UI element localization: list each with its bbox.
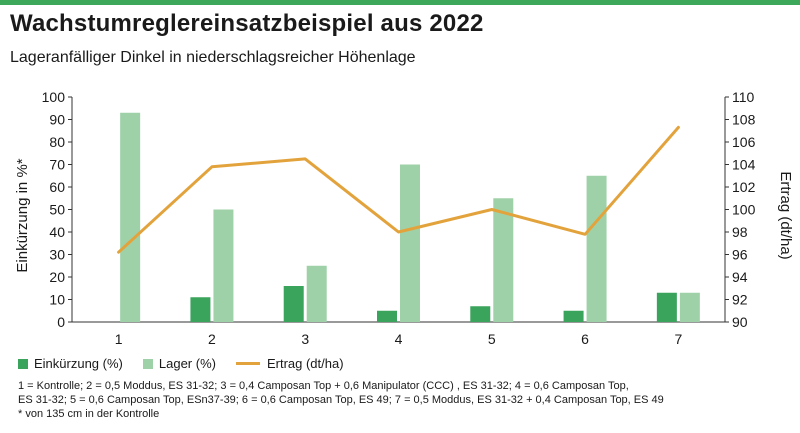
chart-title: Wachstumreglereinsatzbeispiel aus 2022 [10, 10, 484, 37]
bar-einkuerzung [377, 310, 397, 322]
legend-item-ertrag: Ertrag (dt/ha) [235, 356, 344, 371]
bar-lager [679, 292, 700, 322]
right-tick-label: 102 [732, 179, 756, 195]
bar-einkuerzung [656, 292, 677, 322]
left-tick-label: 40 [49, 224, 65, 240]
x-tick-label: 3 [301, 331, 309, 347]
legend-label-ertrag: Ertrag (dt/ha) [266, 356, 344, 371]
bar-lager [306, 265, 327, 322]
legend-label-lager: Lager (%) [158, 356, 216, 371]
x-tick-label: 5 [488, 331, 496, 347]
y-axis-title-left: Einkürzung in %* [14, 158, 31, 272]
footnote-line-3: * von 135 cm in der Kontrolle [18, 408, 160, 420]
x-tick-label: 6 [581, 331, 589, 347]
bar-einkuerzung [190, 297, 211, 322]
bar-lager [120, 112, 141, 322]
left-tick-label: 70 [49, 157, 65, 173]
bar-einkuerzung [470, 306, 491, 322]
left-tick-label: 10 [49, 292, 65, 308]
x-tick-label: 2 [208, 331, 216, 347]
accent-rule [0, 0, 800, 5]
right-tick-label: 106 [732, 134, 756, 150]
left-tick-label: 0 [57, 314, 65, 330]
legend-item-einkuerzung: Einkürzung (%) [18, 356, 123, 371]
right-tick-label: 98 [732, 224, 748, 240]
chart-subtitle: Lageranfälliger Dinkel in niederschlagsr… [10, 49, 416, 66]
bar-lager [586, 175, 607, 322]
left-tick-label: 50 [49, 202, 65, 218]
right-tick-label: 108 [732, 112, 756, 128]
left-tick-label: 20 [49, 269, 65, 285]
legend-item-lager: Lager (%) [142, 356, 216, 371]
left-tick-label: 100 [42, 89, 66, 105]
right-tick-label: 110 [732, 89, 755, 105]
legend-swatch-lager [142, 358, 153, 369]
footnote-line-1: 1 = Kontrolle; 2 = 0,5 Moddus, ES 31-32;… [18, 380, 629, 392]
right-tick-label: 92 [732, 292, 748, 308]
bar-einkuerzung [283, 286, 304, 322]
footnote: 1 = Kontrolle; 2 = 0,5 Moddus, ES 31-32;… [18, 379, 788, 421]
legend: Einkürzung (%) Lager (%) Ertrag (dt/ha) [18, 356, 364, 371]
right-tick-label: 94 [732, 269, 748, 285]
left-tick-label: 90 [49, 112, 65, 128]
bar-lager [213, 209, 234, 322]
x-tick-label: 1 [115, 331, 123, 347]
legend-swatch-ertrag [235, 362, 260, 365]
left-tick-label: 60 [49, 179, 65, 195]
bar-lager [493, 198, 514, 322]
x-tick-label: 4 [395, 331, 403, 347]
footnote-line-2: ES 31-32; 5 = 0,6 Camposan Top, ESn37-39… [18, 394, 664, 406]
bar-lager [400, 164, 420, 322]
legend-label-einkuerzung: Einkürzung (%) [34, 356, 123, 371]
x-tick-label: 7 [674, 331, 682, 347]
right-tick-label: 96 [732, 247, 748, 263]
bar-einkuerzung [563, 310, 584, 322]
right-tick-label: 90 [732, 314, 748, 330]
right-tick-label: 100 [732, 202, 756, 218]
left-tick-label: 80 [49, 134, 65, 150]
right-tick-label: 104 [732, 157, 756, 173]
y-axis-title-right: Ertrag (dt/ha) [777, 171, 794, 259]
line-ertrag [117, 125, 680, 254]
left-tick-label: 30 [49, 247, 65, 263]
legend-swatch-einkuerzung [18, 358, 28, 369]
